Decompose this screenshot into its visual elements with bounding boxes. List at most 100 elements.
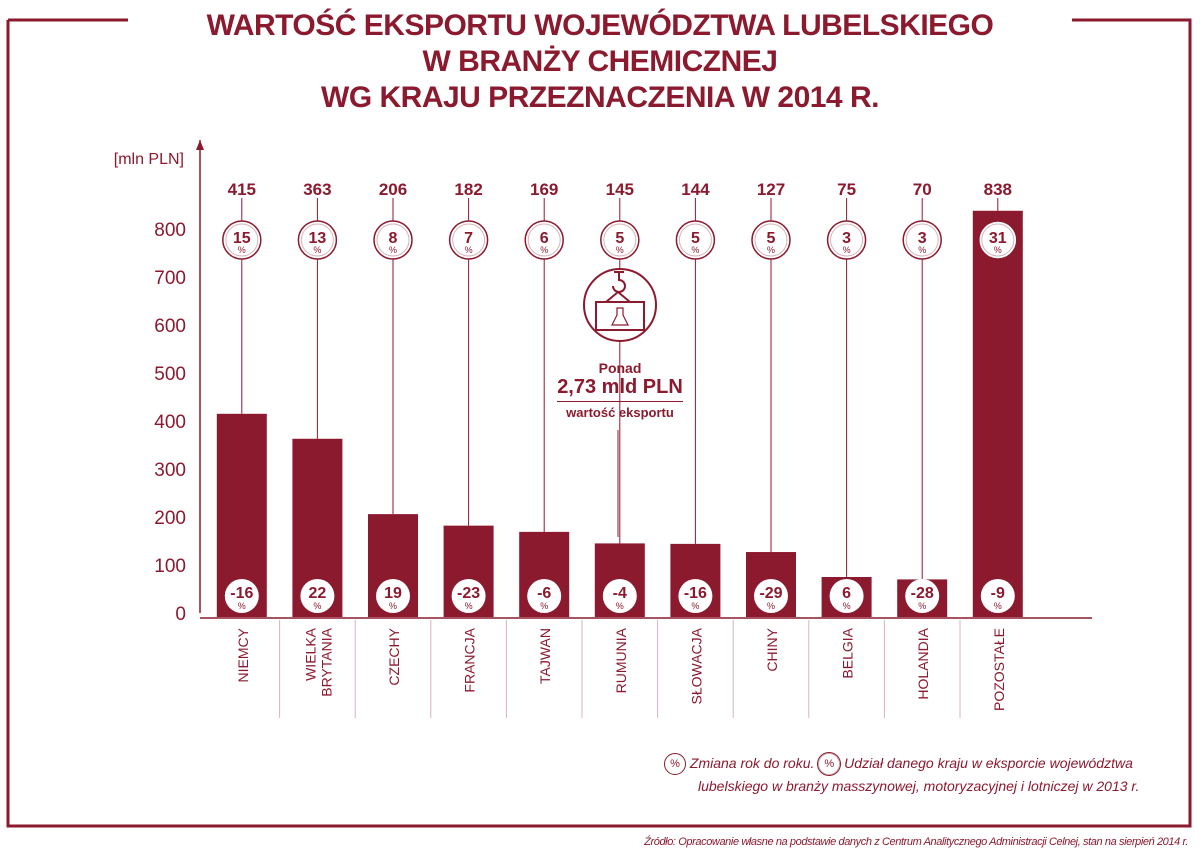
change-percent-sign: % — [843, 601, 851, 611]
total-export-info: Ponad 2,73 mld PLN wartość eksportu — [540, 360, 700, 420]
share-circle-inner — [678, 223, 712, 257]
share-circle — [826, 220, 867, 260]
change-percent-sign: % — [238, 601, 246, 611]
legend-change-label: Zmiana rok do roku. — [689, 755, 815, 771]
share-percent-sign: % — [313, 245, 321, 255]
share-circle-inner — [981, 223, 1015, 257]
share-circle — [675, 220, 716, 260]
share-circle-inner — [754, 223, 788, 257]
share-circle-inner — [603, 223, 637, 257]
share-circle — [978, 220, 1018, 260]
change-percent-sign: % — [918, 601, 926, 611]
legend-share-label: Udział danego kraju w eksporcie wojewódz… — [844, 755, 1133, 771]
category-label: NIEMCY — [235, 627, 251, 682]
share-circle — [524, 220, 564, 260]
title-line-3: WG KRAJU PRZEZNACZENIA W 2014 R. — [321, 81, 879, 114]
share-percent-sign: % — [767, 245, 775, 255]
value-label: 415 — [228, 180, 256, 199]
share-value: 8 — [389, 230, 398, 247]
info-total-value: 2,73 mld PLN — [557, 376, 683, 402]
change-value: -28 — [911, 585, 934, 602]
share-value: 13 — [309, 230, 327, 247]
category-label: BELGIA — [840, 627, 856, 678]
share-circle — [297, 220, 338, 260]
category-label: FRANCJA — [462, 627, 478, 692]
share-value: 7 — [464, 230, 473, 247]
category-label: POZOSTAŁE — [991, 628, 1007, 711]
share-percent-sign: % — [389, 245, 397, 255]
change-circle — [980, 579, 1015, 613]
y-tick-label: 700 — [154, 268, 186, 289]
change-percent-icon: % — [664, 753, 686, 776]
change-value: -29 — [759, 585, 782, 602]
share-value: 5 — [615, 230, 624, 247]
change-circle — [829, 579, 864, 613]
share-value: 5 — [691, 230, 700, 247]
category-label: SŁOWACJA — [688, 627, 704, 704]
share-circle — [751, 220, 791, 260]
y-axis-arrow — [196, 140, 204, 150]
change-percent-sign: % — [691, 601, 699, 611]
share-value: 3 — [918, 230, 927, 247]
change-circle — [224, 579, 259, 613]
change-percent-sign: % — [465, 601, 473, 611]
category-label: CHINY — [764, 627, 780, 671]
legend: % Zmiana rok do roku. % Udział danego kr… — [664, 752, 1139, 797]
share-percent-sign: % — [843, 245, 851, 255]
share-circle — [600, 220, 640, 260]
flask-icon — [611, 307, 629, 326]
share-circle-inner — [527, 223, 561, 257]
crane-hook-flask-icon — [583, 268, 657, 342]
share-circle — [222, 220, 262, 260]
share-percent-sign: % — [691, 245, 699, 255]
category-label: RUMUNIA — [613, 627, 629, 693]
share-circle-inner — [830, 223, 864, 257]
value-label: 144 — [681, 180, 710, 199]
change-circle — [602, 579, 637, 613]
y-tick-label: 400 — [154, 412, 186, 433]
title-line-2: W BRANŻY CHEMICZNEJ — [422, 45, 778, 78]
category-label: BRYTANIA — [318, 627, 334, 696]
change-percent-sign: % — [616, 601, 624, 611]
info-line-3: wartość eksportu — [566, 405, 674, 420]
y-tick-label: 800 — [154, 220, 186, 241]
change-circle — [300, 579, 335, 613]
change-value: 6 — [842, 585, 851, 602]
share-percent-sign: % — [238, 245, 246, 255]
y-tick-label: 0 — [175, 604, 186, 625]
change-percent-sign: % — [540, 601, 548, 611]
change-percent-sign: % — [389, 601, 397, 611]
value-label: 145 — [606, 180, 634, 199]
share-circle — [902, 220, 942, 260]
value-label: 127 — [757, 180, 785, 199]
change-circle — [527, 579, 562, 613]
share-circle — [373, 220, 413, 260]
share-value: 3 — [842, 230, 851, 247]
change-percent-sign: % — [313, 601, 321, 611]
change-circle — [451, 579, 486, 613]
y-tick-label: 500 — [154, 364, 186, 385]
share-circle-inner — [376, 223, 410, 257]
bar — [972, 210, 1023, 617]
chart-title: WARTOŚĆ EKSPORTU WOJEWÓDZTWA LUBELSKIEGO… — [0, 8, 1200, 116]
category-label: WIELKA — [302, 627, 318, 681]
category-label: HOLANDIA — [915, 627, 931, 699]
source-note: Źródło: Opracowanie własne na podstawie … — [644, 836, 1188, 848]
change-value: -23 — [457, 585, 480, 602]
change-value: 19 — [384, 585, 402, 602]
share-percent-sign: % — [540, 245, 548, 255]
value-label: 206 — [379, 180, 407, 199]
change-percent-sign: % — [767, 601, 775, 611]
share-circle-inner — [225, 223, 259, 257]
share-percent-sign: % — [465, 245, 473, 255]
title-line-1: WARTOŚĆ EKSPORTU WOJEWÓDZTWA LUBELSKIEGO — [206, 9, 994, 42]
share-value: 15 — [233, 230, 251, 247]
y-tick-label: 600 — [154, 316, 186, 337]
share-percent-sign: % — [994, 245, 1002, 255]
change-circle — [376, 579, 410, 613]
hook-icon — [605, 271, 631, 303]
change-circle — [678, 579, 713, 613]
share-circle-inner — [452, 223, 486, 257]
y-tick-label: 200 — [154, 508, 186, 529]
